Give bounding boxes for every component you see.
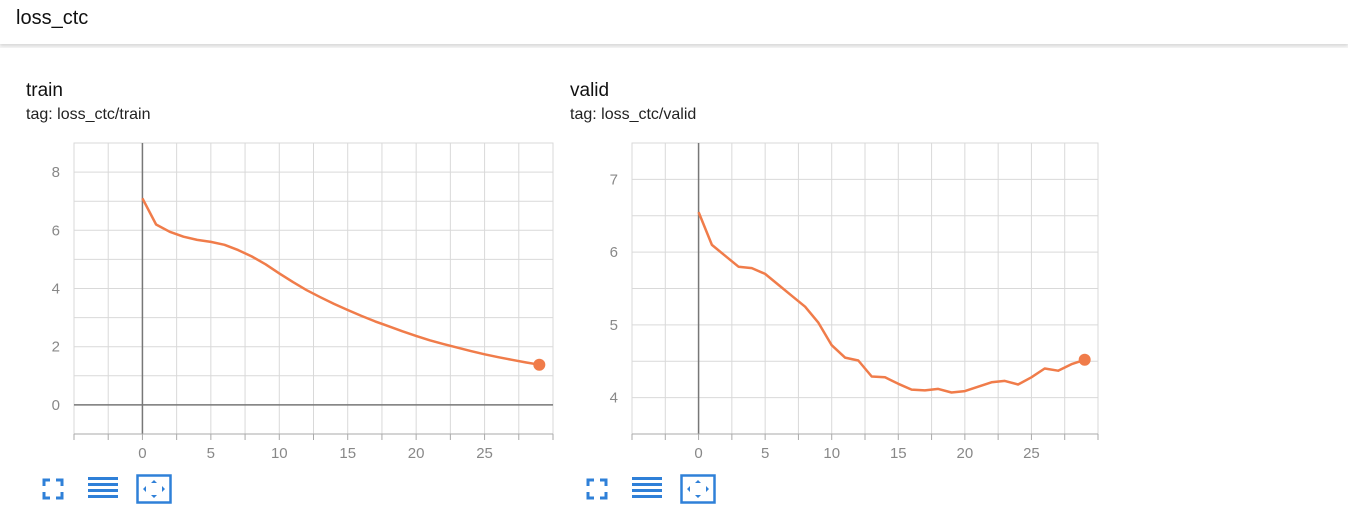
x-tick-label: 20 [957,445,974,462]
fullscreen-button[interactable] [582,474,612,504]
fullscreen-button[interactable] [38,474,68,504]
series-line [697,211,1086,394]
x-tick-label: 5 [207,445,215,462]
last-point-marker[interactable] [1078,353,1091,366]
chart-title: train [26,80,63,101]
data-table-icon [88,477,118,498]
page-title: loss_ctc [16,7,89,29]
x-tick-label: 15 [339,445,356,462]
chart-tag: tag: loss_ctc/valid [570,106,697,123]
y-tick-label: 7 [610,171,618,188]
fit-domain-icon [136,474,172,504]
y-tick-label: 5 [610,317,618,334]
chart-tag: tag: loss_ctc/train [26,106,151,123]
data-table-button[interactable] [88,474,118,504]
y-tick-label: 4 [610,390,618,407]
x-tick-label: 0 [694,445,702,462]
x-tick-label: 25 [1023,445,1040,462]
y-tick-label: 0 [52,397,60,414]
fullscreen-icon [42,478,64,500]
empty-area [1120,48,1348,520]
x-tick-label: 10 [271,445,288,462]
x-tick-label: 20 [408,445,425,462]
fit-domain-button[interactable] [136,474,172,504]
y-tick-label: 8 [52,164,60,181]
fullscreen-icon [586,478,608,500]
x-tick-label: 15 [890,445,907,462]
x-tick-label: 0 [138,445,146,462]
header-bar: loss_ctc [0,0,1348,44]
x-tick-label: 25 [476,445,493,462]
data-table-button[interactable] [632,474,662,504]
line-chart-valid[interactable]: 0 5 10 15 20 25 4 5 6 7 [560,48,1120,468]
line-chart-train[interactable]: 0 5 10 15 20 25 0 2 4 6 8 [0,48,560,468]
fit-domain-icon [680,474,716,504]
last-point-marker[interactable] [533,358,546,371]
x-tick-label: 5 [761,445,769,462]
chart-title: valid [570,80,610,101]
y-tick-label: 4 [52,281,60,298]
series-line [141,197,540,366]
y-tick-label: 6 [610,244,618,261]
chart-card-valid: valid tag: loss_ctc/valid 0 5 10 15 20 25 4 5 6 7 [560,48,1120,520]
y-tick-label: 2 [52,339,60,356]
fit-domain-button[interactable] [680,474,716,504]
x-tick-label: 10 [823,445,840,462]
data-table-icon [632,477,662,498]
chart-card-train: train tag: loss_ctc/train 0 5 10 15 20 25 0 2 4 6… [0,48,560,520]
y-tick-label: 6 [52,222,60,239]
